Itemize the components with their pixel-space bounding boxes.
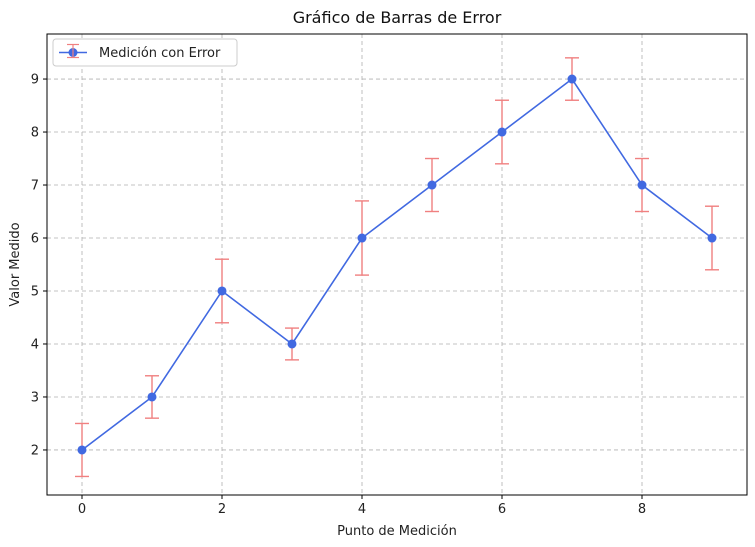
series-line [81, 77, 713, 451]
y-tick-label: 8 [31, 126, 39, 141]
y-axis-ticks: 2 3 4 5 6 7 8 9 [31, 73, 47, 458]
data-point [77, 445, 87, 455]
grid-layer [47, 34, 747, 495]
y-tick-label: 6 [31, 232, 39, 247]
legend-box [52, 38, 238, 67]
x-tick-label: 8 [638, 502, 646, 517]
data-point [217, 286, 227, 296]
data-point [357, 233, 367, 243]
error-bars [75, 57, 719, 478]
y-axis-label: Valor Medido [8, 222, 23, 306]
x-tick-label: 6 [498, 502, 506, 517]
data-point [707, 233, 717, 243]
legend: Medición con Error [52, 38, 238, 67]
y-tick-label: 7 [31, 179, 39, 194]
y-tick-label: 9 [31, 73, 39, 88]
x-tick-label: 0 [78, 502, 86, 517]
y-tick-label: 3 [31, 390, 39, 405]
data-point [147, 392, 157, 402]
data-point [287, 339, 297, 349]
data-point [427, 180, 437, 190]
y-tick-label: 4 [31, 337, 39, 352]
x-tick-label: 2 [218, 502, 226, 517]
x-axis-ticks: 0 2 4 6 8 [78, 495, 646, 517]
data-point [637, 180, 647, 190]
x-tick-label: 4 [358, 502, 366, 517]
data-point [497, 127, 507, 137]
legend-entry-label: Medición con Error [99, 46, 221, 61]
data-points [77, 74, 717, 455]
series-line-layer [81, 77, 713, 451]
y-tick-label: 2 [31, 443, 39, 458]
data-point [567, 74, 577, 84]
y-tick-label: 5 [31, 284, 39, 299]
plot-frame [46, 33, 748, 496]
chart-title: Gráfico de Barras de Error [293, 8, 502, 27]
x-axis-label: Punto de Medición [337, 524, 457, 539]
